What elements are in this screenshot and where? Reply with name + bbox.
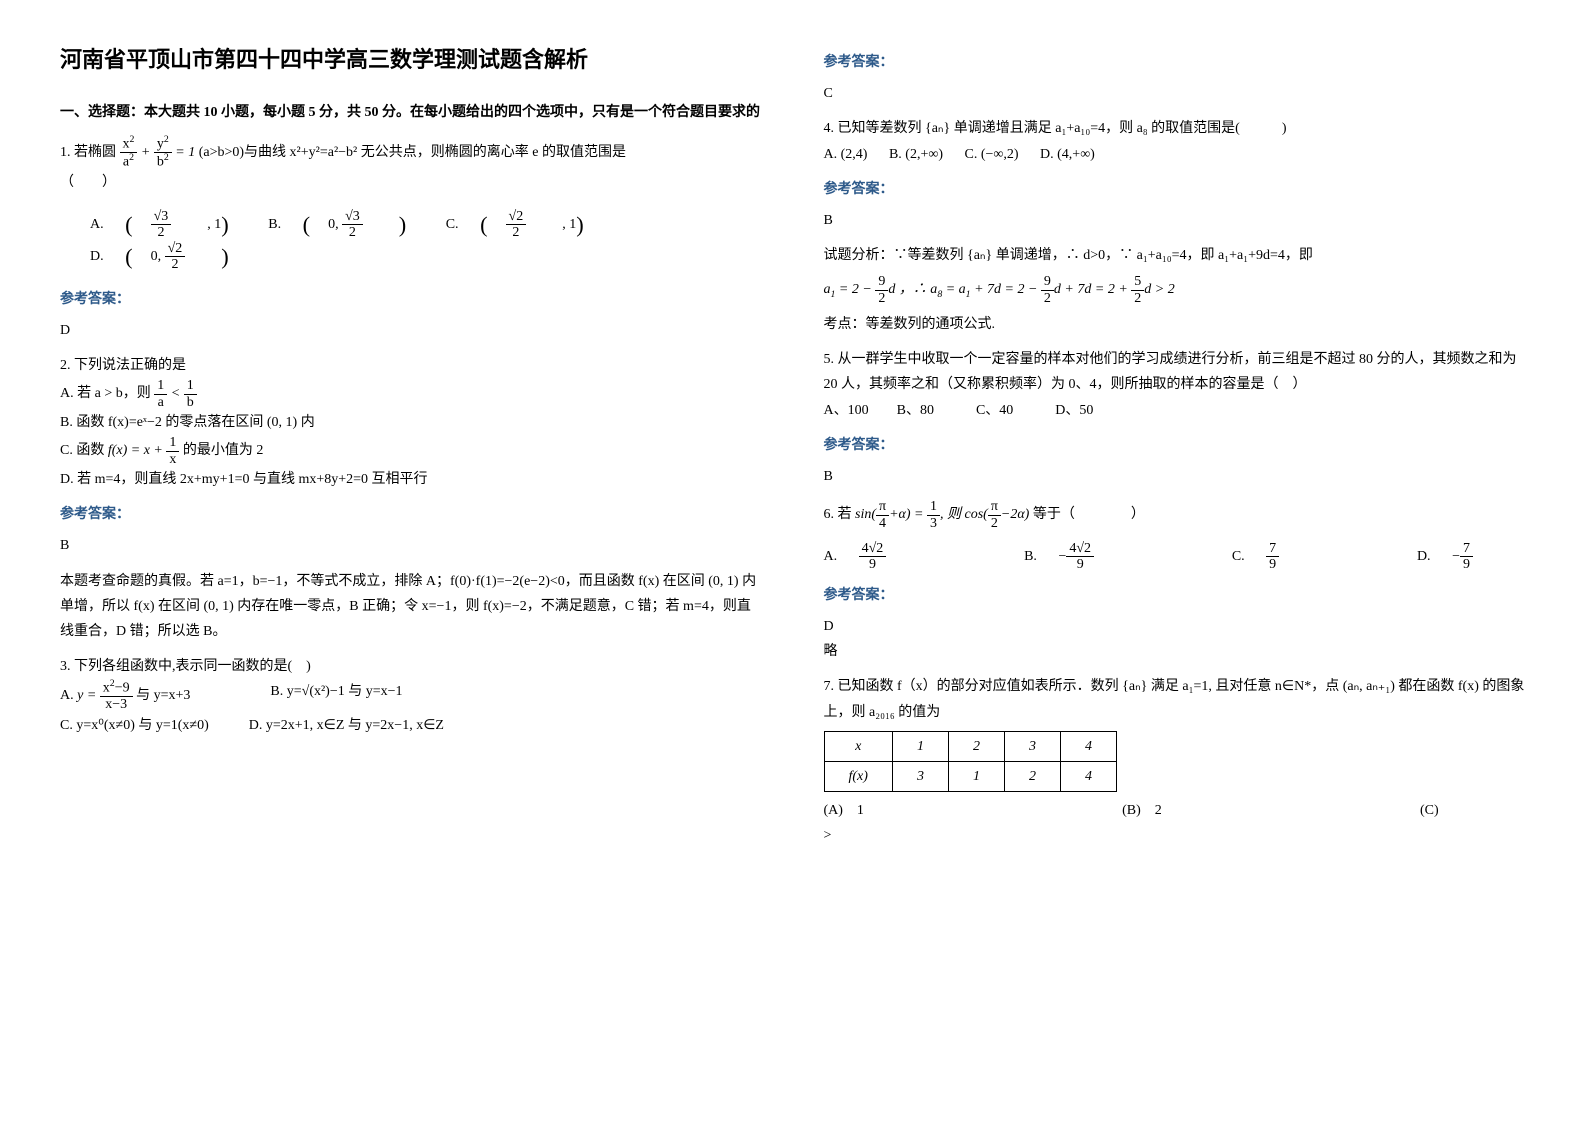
q5-answer: B <box>824 464 1528 489</box>
answer-label-4: 参考答案： <box>824 177 1528 202</box>
q4-opt-b: B. (2,+∞) <box>889 142 943 167</box>
q7-options: (A) 1 (B) 2 (C) <box>824 798 1457 823</box>
question-2: 2. 下列说法正确的是 A. 若 a > b，则 1a < 1b B. 函数 f… <box>60 353 764 492</box>
answer-label-2: 参考答案： <box>60 502 764 527</box>
q2-opt-d: D. 若 m=4，则直线 2x+my+1=0 与直线 mx+8y+2=0 互相平… <box>60 467 764 492</box>
q7-opt-a: (A) 1 <box>824 798 864 823</box>
q4-analysis-post: 考点：等差数列的通项公式. <box>824 312 1528 337</box>
q6-stem-post: 等于（ ） <box>1033 507 1145 522</box>
q4-stem: 4. 已知等差数列 {aₙ} 单调递增且满足 a₁+a₁₀=4，则 a₈ 的取值… <box>824 116 1528 141</box>
right-column: 参考答案： C 4. 已知等差数列 {aₙ} 单调递增且满足 a₁+a₁₀=4，… <box>824 40 1528 858</box>
q3-opt-b: B. y=√(x²)−1 与 y=x−1 <box>270 679 402 712</box>
q4-opt-d: D. (4,+∞) <box>1040 142 1095 167</box>
left-column: 河南省平顶山市第四十四中学高三数学理测试题含解析 一、选择题：本大题共 10 小… <box>60 40 764 858</box>
q1-opt-c: C. (√22, 1) <box>446 209 602 241</box>
q3-answer: C <box>824 81 1528 106</box>
q2-opt-b: B. 函数 f(x)=eˣ−2 的零点落在区间 (0, 1) 内 <box>60 410 764 435</box>
question-4: 4. 已知等差数列 {aₙ} 单调递增且满足 a₁+a₁₀=4，则 a₈ 的取值… <box>824 116 1528 166</box>
answer-label-1: 参考答案： <box>60 287 764 312</box>
q7-table: x 1 2 3 4 f(x) 3 1 2 4 <box>824 731 1117 792</box>
q1-ellipse-eq: x2a2 + y2b2 = 1 <box>120 145 199 160</box>
q1-opt-a: A. (√32, 1) <box>90 209 247 241</box>
question-7: 7. 已知函数 f（x）的部分对应值如表所示．数列 {aₙ} 满足 a₁=1, … <box>824 674 1528 848</box>
q1-opt-b: B. (0, √32) <box>268 209 424 241</box>
q3-opt-c: C. y=x⁰(x≠0) 与 y=1(x≠0) <box>60 713 209 738</box>
q2-answer: B <box>60 533 764 558</box>
q3-opt-d: D. y=2x+1, x∈Z 与 y=2x−1, x∈Z <box>249 713 444 738</box>
q7-stem: 7. 已知函数 f（x）的部分对应值如表所示．数列 {aₙ} 满足 a₁=1, … <box>824 674 1528 724</box>
q6-stem-pre: 6. 若 <box>824 507 856 522</box>
q6-options: A. 4√29 B. −4√29 C. 79 D. −79 <box>824 541 1528 573</box>
q2-explain: 本题考查命题的真假。若 a=1，b=−1，不等式不成立，排除 A；f(0)·f(… <box>60 569 764 645</box>
question-6: 6. 若 sin(π4+α) = 13, 则 cos(π2−2α) 等于（ ） … <box>824 499 1528 573</box>
q6-extra: 略 <box>824 639 1528 664</box>
q5-stem: 5. 从一群学生中收取一个一定容量的样本对他们的学习成绩进行分析，前三组是不超过… <box>824 347 1528 397</box>
q1-brackets: （ ） <box>60 170 764 195</box>
q6-opt-a: A. 4√29 <box>824 541 923 573</box>
q4-analysis-pre: 试题分析：∵等差数列 {aₙ} 单调递增，∴ d>0，∵ a₁+a₁₀=4，即 … <box>824 243 1528 268</box>
q4-analysis: 试题分析：∵等差数列 {aₙ} 单调递增，∴ d>0，∵ a₁+a₁₀=4，即 … <box>824 243 1528 337</box>
question-3: 3. 下列各组函数中,表示同一函数的是( ) A. y = x2−9x−3 与 … <box>60 654 764 738</box>
q3-opt-a: A. y = x2−9x−3 与 y=x+3 <box>60 679 190 712</box>
q4-opt-a: A. (2,4) <box>824 142 868 167</box>
q6-answer: D <box>824 614 1528 639</box>
q1-opt-d: D. (0, √22) <box>90 241 247 273</box>
q3-stem: 3. 下列各组函数中,表示同一函数的是( ) <box>60 654 764 679</box>
q2-opt-a: A. 若 a > b，则 1a < 1b <box>60 378 764 410</box>
q6-opt-b: B. −4√29 <box>1024 541 1130 573</box>
q4-answer: B <box>824 208 1528 233</box>
q1-prefix: 1. 若椭圆 <box>60 145 120 160</box>
answer-label-3: 参考答案： <box>824 50 1528 75</box>
q4-options: A. (2,4) B. (2,+∞) C. (−∞,2) D. (4,+∞) <box>824 142 1528 167</box>
section-head-1: 一、选择题：本大题共 10 小题，每小题 5 分，共 50 分。在每小题给出的四… <box>60 100 764 125</box>
q7-opt-c: (C) <box>1420 798 1439 823</box>
q1-options: A. (√32, 1) B. (0, √32) C. (√22, 1) D. (… <box>90 209 764 273</box>
q5-opts: A、100 B、80 C、40 D、50 <box>824 398 1528 423</box>
q4-analysis-formula: a1 = 2 − 92d ，∴ a8 = a1 + 7d = 2 − 92d +… <box>824 274 1528 306</box>
table-row: f(x) 3 1 2 4 <box>824 761 1116 791</box>
q7-opt-b: (B) 2 <box>1122 798 1162 823</box>
q1-suffix: (a>b>0)与曲线 x²+y²=a²−b² 无公共点，则椭圆的离心率 e 的取… <box>199 145 626 160</box>
table-row: x 1 2 3 4 <box>824 731 1116 761</box>
q4-opt-c: C. (−∞,2) <box>964 142 1018 167</box>
page-title: 河南省平顶山市第四十四中学高三数学理测试题含解析 <box>60 40 764 80</box>
q6-sin-eq: sin(π4+α) = 13, 则 cos(π2−2α) <box>855 507 1033 522</box>
q6-opt-c: C. 79 <box>1232 541 1315 573</box>
question-5: 5. 从一群学生中收取一个一定容量的样本对他们的学习成绩进行分析，前三组是不超过… <box>824 347 1528 423</box>
question-1: 1. 若椭圆 x2a2 + y2b2 = 1 (a>b>0)与曲线 x²+y²=… <box>60 135 764 273</box>
answer-label-6: 参考答案： <box>824 583 1528 608</box>
q2-opt-c: C. 函数 f(x) = x + 1x 的最小值为 2 <box>60 435 764 467</box>
q1-answer: D <box>60 318 764 343</box>
answer-label-5: 参考答案： <box>824 433 1528 458</box>
q6-opt-d: D. −79 <box>1417 541 1509 573</box>
q2-stem: 2. 下列说法正确的是 <box>60 353 764 378</box>
